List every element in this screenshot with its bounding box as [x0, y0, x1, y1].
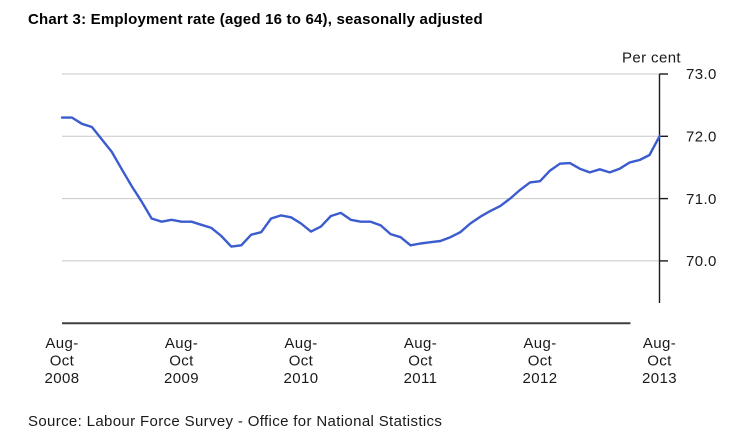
y-axis-unit-label: Per cent	[622, 50, 681, 67]
x-axis-tick-label: Aug-Oct 2009	[164, 335, 199, 387]
y-axis-tick-label: 70.0	[686, 253, 717, 270]
source-note: Source: Labour Force Survey - Office for…	[28, 413, 443, 430]
x-axis-tick-label: Aug-Oct 2008	[45, 335, 80, 387]
x-axis-tick-label: Aug-Oct 2010	[284, 335, 319, 387]
y-axis-tick-label: 73.0	[686, 66, 717, 83]
x-axis-tick-label: Aug-Oct 2012	[523, 335, 558, 387]
x-axis-tick-label: Aug-Oct 2011	[404, 335, 438, 387]
x-axis-tick-label: Aug-Oct 2013	[642, 335, 677, 387]
employment-rate-line	[60, 116, 661, 248]
y-axis-tick-label: 71.0	[686, 191, 717, 208]
y-axis-tick-label: 72.0	[686, 129, 717, 146]
chart-title: Chart 3: Employment rate (aged 16 to 64)…	[28, 11, 483, 28]
